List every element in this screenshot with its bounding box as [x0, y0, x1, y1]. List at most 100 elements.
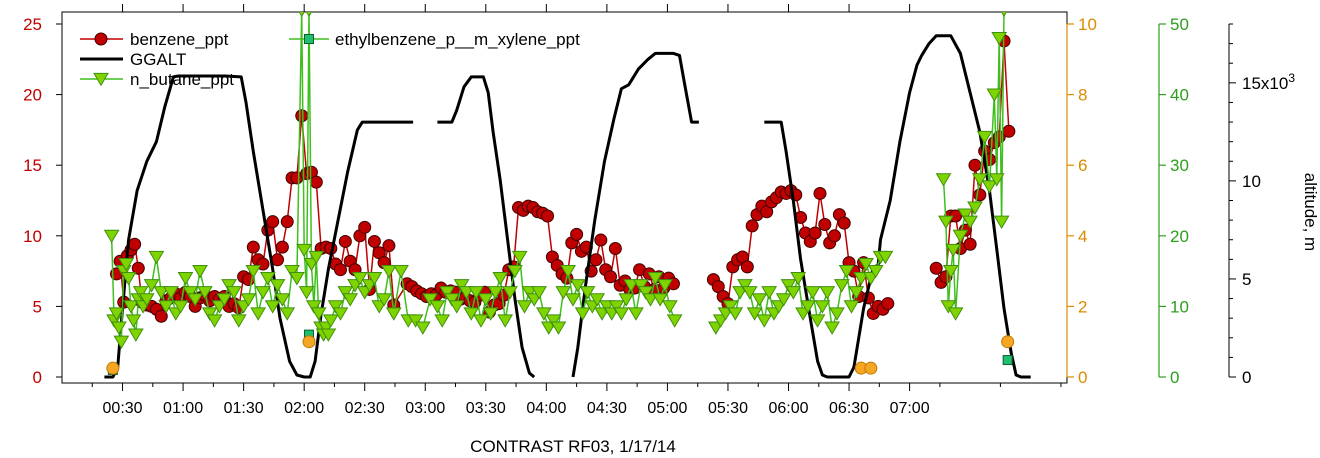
- butane-point: [967, 201, 983, 215]
- left-tick-label: 0: [33, 368, 42, 387]
- right3-tick-label: 10: [1242, 172, 1261, 191]
- x-tick-label: 05:30: [708, 400, 748, 417]
- butane-point: [125, 314, 142, 328]
- butane-point: [259, 272, 276, 286]
- butane-point: [945, 243, 962, 258]
- ethylbenzene-point: [1002, 355, 1013, 366]
- butane-point: [560, 265, 577, 279]
- benzene-point: [382, 239, 396, 253]
- butane-point: [123, 300, 139, 314]
- orange-point: [302, 335, 316, 349]
- benzene-point: [589, 253, 603, 267]
- butane-point: [761, 286, 778, 300]
- butane-point: [550, 321, 567, 335]
- x-tick-label: 05:00: [647, 400, 687, 417]
- right1-tick-label: 10: [1078, 15, 1097, 34]
- butane-point: [439, 286, 455, 300]
- butane-point: [385, 307, 402, 321]
- butane-point: [843, 300, 860, 314]
- benzene-point: [333, 263, 347, 277]
- butane-point: [366, 272, 383, 286]
- butane-point: [785, 286, 802, 300]
- series-GGALT: [104, 34, 1031, 379]
- butane-point: [976, 130, 993, 145]
- butane-point: [824, 321, 840, 335]
- benzene-point: [246, 240, 260, 254]
- butane-point: [111, 321, 127, 335]
- x-tick-label: 03:00: [405, 400, 445, 417]
- altitude-axis-label: altitude, m: [1301, 173, 1320, 251]
- benzene-point: [128, 237, 142, 251]
- butane-point: [468, 286, 484, 300]
- butane-point: [947, 307, 964, 321]
- butane-point: [298, 286, 315, 300]
- series-orange_markers: [106, 335, 1015, 375]
- legend-label: n_butane_ppt: [130, 70, 234, 89]
- butane-point: [245, 265, 262, 279]
- benzene-point: [570, 227, 584, 241]
- butane-point: [809, 314, 826, 328]
- butane-point: [555, 286, 572, 300]
- ggalt-line: [104, 34, 1031, 379]
- legend-label: GGALT: [130, 50, 186, 69]
- benzene-point: [1002, 124, 1016, 138]
- benzene-point: [973, 188, 987, 202]
- series-n_butane_ppt: [103, 12, 1010, 349]
- butane-point: [444, 293, 460, 307]
- butane-point: [1000, 12, 1008, 18]
- butane-point: [463, 307, 480, 321]
- right1-tick-label: 2: [1078, 297, 1087, 316]
- series-group: [103, 12, 1031, 379]
- butane-point: [163, 286, 179, 300]
- butane-point: [737, 279, 753, 293]
- butane-point: [274, 293, 291, 307]
- butane-point: [756, 314, 773, 328]
- butane-point: [935, 173, 952, 187]
- butane-point: [833, 279, 850, 293]
- butane-point: [434, 314, 451, 328]
- butane-point: [867, 265, 884, 279]
- butane-point: [216, 293, 233, 307]
- legend-label: ethylbenzene_p__m_xylene_ppt: [335, 30, 580, 49]
- butane-point: [177, 272, 194, 286]
- butane-point: [938, 215, 954, 229]
- butane-point: [521, 286, 538, 300]
- right3-tick-label: 15x103: [1242, 71, 1295, 93]
- butane-point: [172, 300, 189, 314]
- butane-point: [647, 272, 664, 286]
- butane-point: [746, 307, 763, 321]
- butane-point: [192, 265, 208, 279]
- butane-point: [589, 293, 606, 307]
- butane-point: [143, 279, 160, 293]
- benzene-point: [541, 209, 555, 223]
- benzene-point: [256, 257, 270, 271]
- butane-point: [414, 321, 431, 335]
- butane-point: [221, 279, 237, 293]
- legend-label: benzene_ppt: [130, 30, 229, 49]
- butane-point: [226, 286, 242, 300]
- butane-point: [182, 286, 199, 300]
- butane-point: [506, 265, 523, 279]
- benzene-point: [608, 242, 622, 256]
- butane-point: [108, 307, 125, 321]
- butane-point: [279, 307, 296, 321]
- orange-point: [106, 361, 120, 375]
- butane-point: [623, 279, 639, 293]
- butane-point: [127, 328, 144, 342]
- butane-point: [342, 293, 359, 307]
- benzene-point: [929, 261, 943, 275]
- butane-point: [308, 250, 325, 265]
- butane-point: [751, 293, 768, 307]
- benzene-point: [358, 220, 372, 234]
- butane-point: [230, 314, 247, 328]
- butane-point: [642, 293, 659, 307]
- butane-point: [296, 243, 313, 258]
- x-tick-label: 07:00: [890, 400, 930, 417]
- benzene-point: [881, 297, 895, 311]
- orange-point: [1001, 335, 1015, 349]
- butane-point: [376, 293, 392, 307]
- butane-point: [981, 180, 998, 194]
- butane-point: [118, 257, 135, 272]
